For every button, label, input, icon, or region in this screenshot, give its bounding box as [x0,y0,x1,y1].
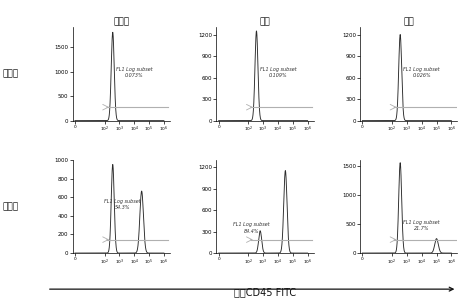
Text: FL1 Log subset
0.109%: FL1 Log subset 0.109% [260,66,296,78]
Text: FL1 Log subset
0.073%: FL1 Log subset 0.073% [116,66,152,78]
Text: 对照组: 对照组 [2,70,18,79]
Title: 脾脏: 脾脏 [260,17,270,26]
Text: FL1 Log subset
0.026%: FL1 Log subset 0.026% [403,66,440,78]
Title: 外周血: 外周血 [113,17,129,26]
Text: 实验组: 实验组 [2,202,18,211]
Text: FL1 Log subset
84.4%: FL1 Log subset 84.4% [233,222,270,234]
Text: FL1 Log subset
54.3%: FL1 Log subset 54.3% [104,199,141,210]
Text: 抹人CD45 FITC: 抹人CD45 FITC [234,287,296,297]
Title: 骨髃: 骨髃 [403,17,414,26]
Text: FL1 Log subset
21.7%: FL1 Log subset 21.7% [403,220,440,231]
